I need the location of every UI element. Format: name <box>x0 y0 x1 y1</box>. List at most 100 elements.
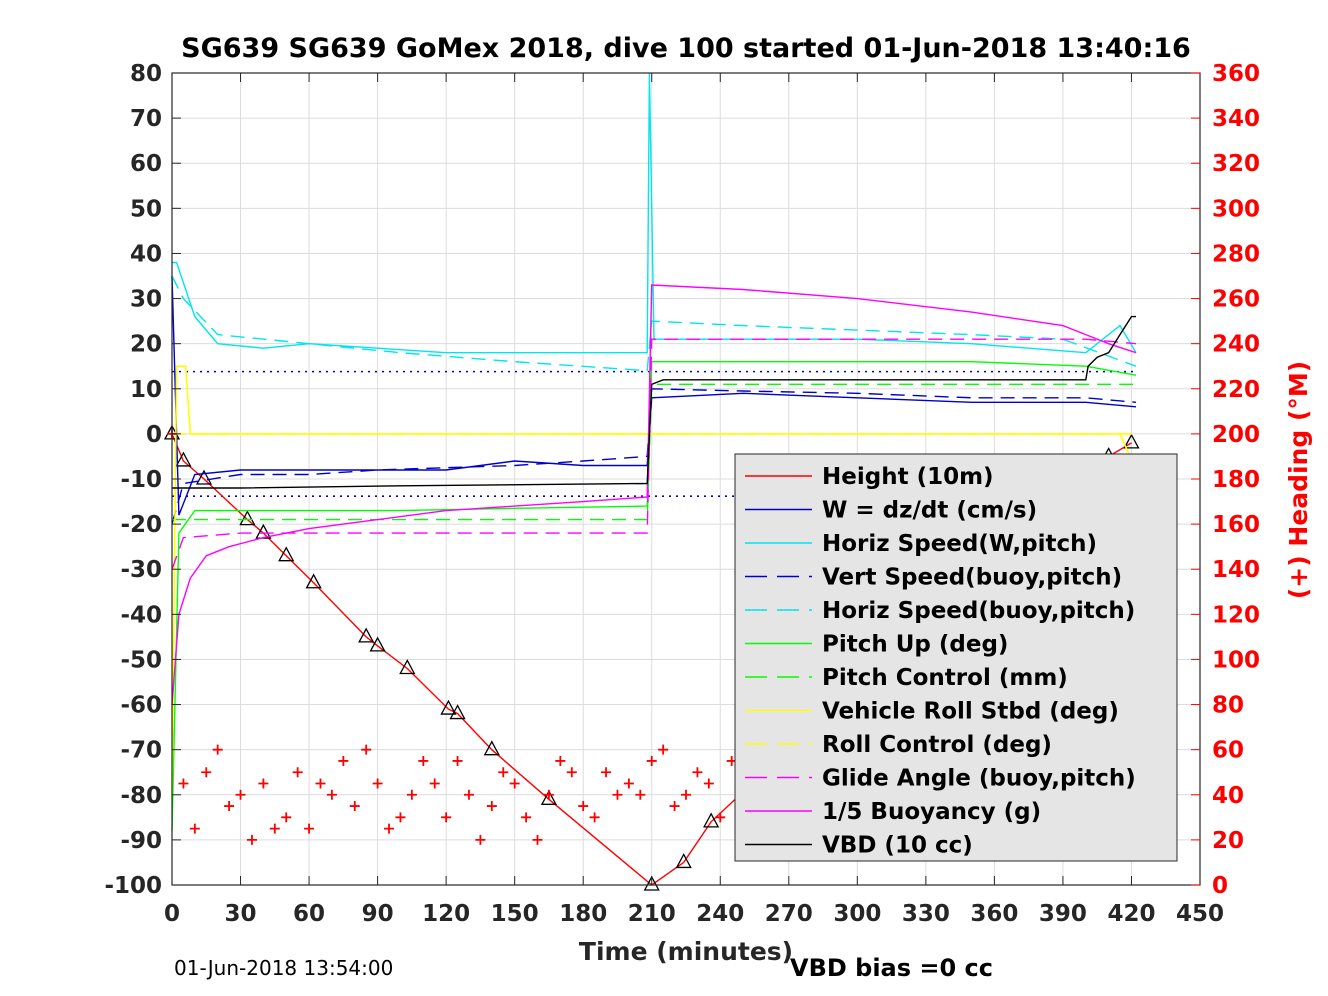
heading-marker <box>452 755 463 766</box>
heading-marker <box>281 812 292 823</box>
legend-label: Vehicle Roll Stbd (deg) <box>822 699 1119 725</box>
heading-marker <box>498 767 509 778</box>
legend-label: Horiz Speed(buoy,pitch) <box>822 598 1135 624</box>
heading-marker <box>189 823 200 834</box>
heading-marker <box>463 789 474 800</box>
x-tick-label: 120 <box>422 901 470 927</box>
x-axis-label: Time (minutes) <box>579 937 793 966</box>
y-right-tick-label: 200 <box>1212 422 1260 448</box>
y-right-tick-label: 120 <box>1212 602 1260 628</box>
height-marker <box>195 469 213 485</box>
y-left-tick-label: -80 <box>120 783 162 809</box>
axis-ticks <box>171 72 1201 886</box>
y-left-tick-label: -90 <box>120 828 162 854</box>
heading-marker <box>269 823 280 834</box>
heading-marker <box>646 755 657 766</box>
heading-marker <box>486 801 497 812</box>
y-left-tick-label: -10 <box>120 467 162 493</box>
legend-label: Pitch Up (deg) <box>822 632 1008 658</box>
x-tick-label: 60 <box>293 901 325 927</box>
heading-marker <box>246 834 257 845</box>
height-marker <box>369 636 386 652</box>
y-right-tick-label: 340 <box>1212 106 1260 132</box>
x-tick-label: 150 <box>491 901 539 927</box>
heading-marker <box>338 755 349 766</box>
y-left-tick-label: 10 <box>130 377 162 403</box>
footer-timestamp: 01-Jun-2018 13:54:00 <box>174 956 393 980</box>
y-left-tick-label: 40 <box>130 241 162 267</box>
y-right-tick-label: 280 <box>1212 241 1260 267</box>
y-right-tick-label: 40 <box>1212 783 1244 809</box>
height-marker <box>358 627 375 643</box>
y-right-tick-label: 180 <box>1212 467 1260 493</box>
y-right-tick-label: 160 <box>1212 512 1260 538</box>
y-right-tick-label: 0 <box>1212 873 1228 899</box>
y-right-tick-label: 260 <box>1212 287 1260 313</box>
series-line-10 <box>171 284 1137 705</box>
y-right-tick-label: 320 <box>1212 151 1260 177</box>
height-marker <box>540 789 558 805</box>
x-tick-label: 330 <box>902 901 950 927</box>
heading-marker <box>349 801 360 812</box>
legend-label: Roll Control (deg) <box>822 732 1052 758</box>
x-tick-label: 0 <box>164 901 180 927</box>
heading-marker <box>578 801 589 812</box>
legend-label: Height (10m) <box>822 464 994 490</box>
y-right-tick-label: 240 <box>1212 332 1260 358</box>
heading-marker <box>635 789 646 800</box>
heading-marker <box>395 812 406 823</box>
heading-marker <box>612 789 623 800</box>
x-tick-label: 390 <box>1039 901 1087 927</box>
y-left-tick-label: -40 <box>120 602 162 628</box>
x-tick-label: 30 <box>225 901 257 927</box>
y-left-tick-label: 30 <box>130 287 162 313</box>
heading-marker <box>692 767 703 778</box>
legend-label: VBD (10 cc) <box>822 833 973 859</box>
y-left-tick-label: -30 <box>120 557 162 583</box>
heading-marker <box>566 767 577 778</box>
heading-marker <box>304 823 315 834</box>
heading-marker <box>361 744 372 755</box>
heading-marker <box>509 778 520 789</box>
x-tick-label: 270 <box>765 901 813 927</box>
heading-marker <box>669 801 680 812</box>
y-right-tick-label: 80 <box>1212 693 1244 719</box>
heading-marker <box>258 778 269 789</box>
heading-marker <box>601 767 612 778</box>
y-left-tick-label: 50 <box>130 196 162 222</box>
height-marker <box>440 699 457 715</box>
x-tick-label: 300 <box>833 901 881 927</box>
footer-vbd-bias: VBD bias =0 cc <box>790 954 993 982</box>
height-marker <box>175 451 192 467</box>
y-right-tick-label: 300 <box>1212 196 1260 222</box>
heading-marker <box>543 789 554 800</box>
y-right-axis-label: (+) Heading (°M) <box>1284 361 1313 599</box>
height-marker <box>1123 433 1140 449</box>
heading-marker <box>201 767 212 778</box>
series-line-4 <box>171 275 1137 372</box>
x-tick-labels: 0 30 60 90 120 150 180 210 240 270 300 330 360 390 420… <box>164 901 1224 927</box>
heading-marker <box>178 778 189 789</box>
heading-marker <box>441 812 452 823</box>
heading-marker <box>532 834 543 845</box>
y-left-tick-label: -100 <box>104 873 162 899</box>
heading-marker <box>315 778 326 789</box>
heading-marker <box>429 778 440 789</box>
heading-marker <box>292 767 303 778</box>
legend-label: W = dz/dt (cm/s) <box>822 498 1037 524</box>
series-line-11 <box>172 315 1136 489</box>
y-left-tick-label: -70 <box>120 738 162 764</box>
height-marker <box>703 812 720 828</box>
series-line-3 <box>171 388 1137 525</box>
heading-marker <box>212 744 223 755</box>
x-tick-label: 360 <box>970 901 1018 927</box>
legend-box <box>734 453 1178 862</box>
y-right-tick-label: 140 <box>1212 557 1260 583</box>
height-marker <box>483 740 500 756</box>
x-tick-label: 180 <box>559 901 607 927</box>
y-right-tick-label: 100 <box>1212 647 1260 673</box>
x-tick-label: 450 <box>1176 901 1224 927</box>
y-right-tick-label: 220 <box>1212 377 1260 403</box>
height-marker <box>675 853 692 869</box>
height-marker <box>278 546 295 562</box>
